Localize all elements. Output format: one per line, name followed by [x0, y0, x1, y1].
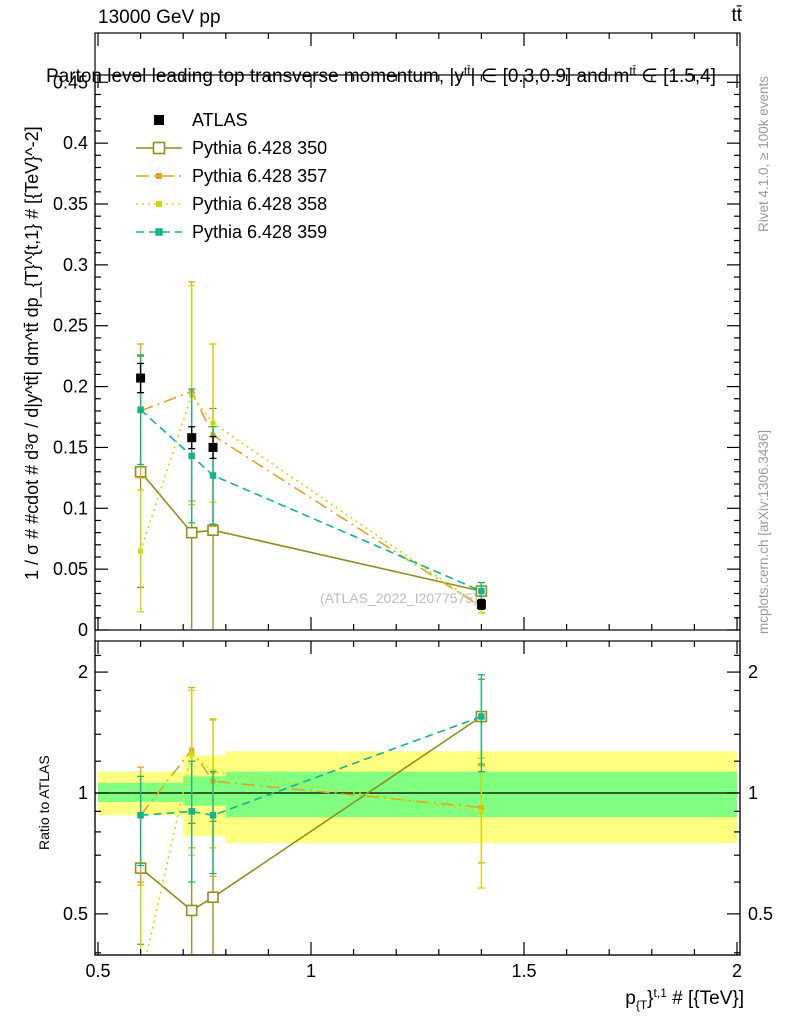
ratio-bands [98, 751, 738, 844]
rivet-version-label: Rivet 4.1.0, ≥ 100k events [756, 76, 771, 232]
series-line [139, 471, 482, 592]
series-line [140, 715, 482, 817]
main-panel-frame [94, 74, 741, 631]
green-uncertainty-band [183, 776, 226, 806]
data-point-marker [476, 599, 486, 609]
y-axis-label: 1 / σ # #cdot # d³σ / d|y^tt̄| dm^tt̄ dp… [22, 126, 42, 580]
data-point-marker [210, 420, 216, 426]
legend-label: ATLAS [192, 110, 248, 130]
x-tick-label: 0.5 [85, 961, 110, 981]
plot-title-sup2: tt̄ [629, 64, 637, 78]
series-line [139, 748, 482, 816]
data-point-marker [138, 979, 143, 984]
data-point-marker [209, 812, 217, 819]
data-point-marker [152, 141, 166, 155]
mcplots-credit-label: mcplots.cern.ch [arXiv:1306.3436] [756, 429, 771, 634]
legend-item-atlas: ATLAS [154, 110, 248, 130]
data-point-marker [138, 548, 144, 554]
main-y-tick-label: 0.35 [53, 194, 88, 214]
header-energy: 13000 GeV pp [98, 7, 221, 28]
main-y-tick-label: 0.45 [53, 72, 88, 92]
main-y-tick-label: 0 [78, 620, 88, 640]
x-axis-label-base: p [625, 988, 636, 1009]
series-line [145, 752, 482, 954]
data-point-marker [156, 201, 162, 207]
series-line [140, 715, 482, 912]
series-line [139, 393, 482, 608]
data-point-marker [207, 891, 219, 904]
data-point-marker [478, 808, 484, 814]
legend-item-pythia-6-428-350: Pythia 6.428 350 [136, 138, 327, 158]
ratio-y-tick-label-left: 0.5 [63, 904, 88, 924]
data-point-marker [478, 587, 485, 595]
legend-item-pythia-6-428-359: Pythia 6.428 359 [136, 222, 327, 242]
ratio-y-tick-label-left: 2 [78, 662, 88, 682]
ratio-y-tick-label-right: 1 [748, 783, 758, 803]
x-tick-label: 2 [732, 961, 742, 981]
legend-label: Pythia 6.428 350 [192, 138, 327, 158]
plot-title-text: Parton level leading top transverse mome… [46, 66, 464, 87]
data-point-marker [185, 526, 198, 539]
ratio-y-tick-label-right: 0.5 [748, 904, 773, 924]
data-point-marker [156, 173, 162, 179]
legend-item-pythia-6-428-357: Pythia 6.428 357 [136, 166, 327, 186]
x-axis-label-brace: } [647, 988, 654, 1009]
x-axis-label-sub: {T [635, 998, 648, 1012]
data-point-marker [155, 228, 163, 236]
plot-title-mid: | ∈ [0.3,0.9] and m [470, 66, 630, 87]
legend-label: Pythia 6.428 359 [192, 222, 327, 242]
data-point-marker [136, 373, 146, 383]
header-process: tt̄ [731, 5, 742, 26]
series-atlas [136, 362, 486, 610]
main-y-tick-label: 0.2 [63, 377, 88, 397]
main-y-tick-label: 0.1 [63, 498, 88, 518]
data-point-marker [189, 751, 195, 757]
ratio-y-axis-label: Ratio to ATLAS [36, 755, 52, 850]
ratio-y-tick-label-left: 1 [78, 783, 88, 803]
data-point-marker [154, 115, 164, 125]
x-axis-label-rest: # [{TeV}] [666, 988, 744, 1009]
legend-item-pythia-6-428-358: Pythia 6.428 358 [136, 194, 327, 214]
data-point-marker [209, 472, 217, 479]
series-pythia-6-428-359 [137, 674, 485, 883]
main-y-tick-label: 0.15 [53, 437, 88, 457]
x-axis-label-sup: t,1 [653, 986, 667, 1000]
legend: ATLAS Pythia 6.428 350 Pythia 6.428 357 Pyt… [136, 110, 327, 242]
axis-tick-labels: 0 0.05 0.1 0.15 0.2 0.25 0.3 0.35 0.4 0.45 0.5 0.5 1… [53, 72, 773, 981]
series-pythia-6-428-350 [134, 355, 488, 629]
x-tick-label: 1 [306, 961, 316, 981]
axis-ticks [95, 33, 740, 955]
watermark: (ATLAS_2022_I2077575) [320, 590, 478, 606]
plot-title-post: ∈ [1.5,4] [636, 66, 716, 87]
ratio-panel-frame [94, 640, 741, 956]
data-point-marker [188, 808, 195, 815]
data-point-marker [208, 442, 218, 452]
x-tick-label: 1.5 [511, 961, 536, 981]
x-axis-label: p{T}t,1 # [{TeV}] [625, 986, 744, 1012]
series-pythia-6-428-357 [137, 281, 485, 614]
legend-label: Pythia 6.428 357 [192, 166, 327, 186]
plot-title-sup1: tt̄ [463, 64, 471, 78]
series-line [140, 390, 482, 608]
data-point-marker [137, 406, 144, 413]
data-point-marker [478, 713, 485, 720]
main-y-tick-label: 0.25 [53, 316, 88, 336]
main-y-tick-label: 0.4 [63, 133, 88, 153]
main-y-tick-label: 0.05 [53, 559, 88, 579]
data-point-marker [188, 452, 195, 460]
data-point-marker [137, 812, 144, 819]
ratio-y-tick-label-right: 2 [748, 662, 758, 682]
plot-title: Parton level leading top transverse mome… [46, 64, 716, 88]
legend-label: Pythia 6.428 358 [192, 194, 327, 214]
frames [94, 32, 741, 956]
series-line [140, 409, 482, 592]
data-point-marker [187, 433, 197, 443]
main-y-tick-label: 0.3 [63, 255, 88, 275]
data-point-marker [185, 904, 198, 917]
